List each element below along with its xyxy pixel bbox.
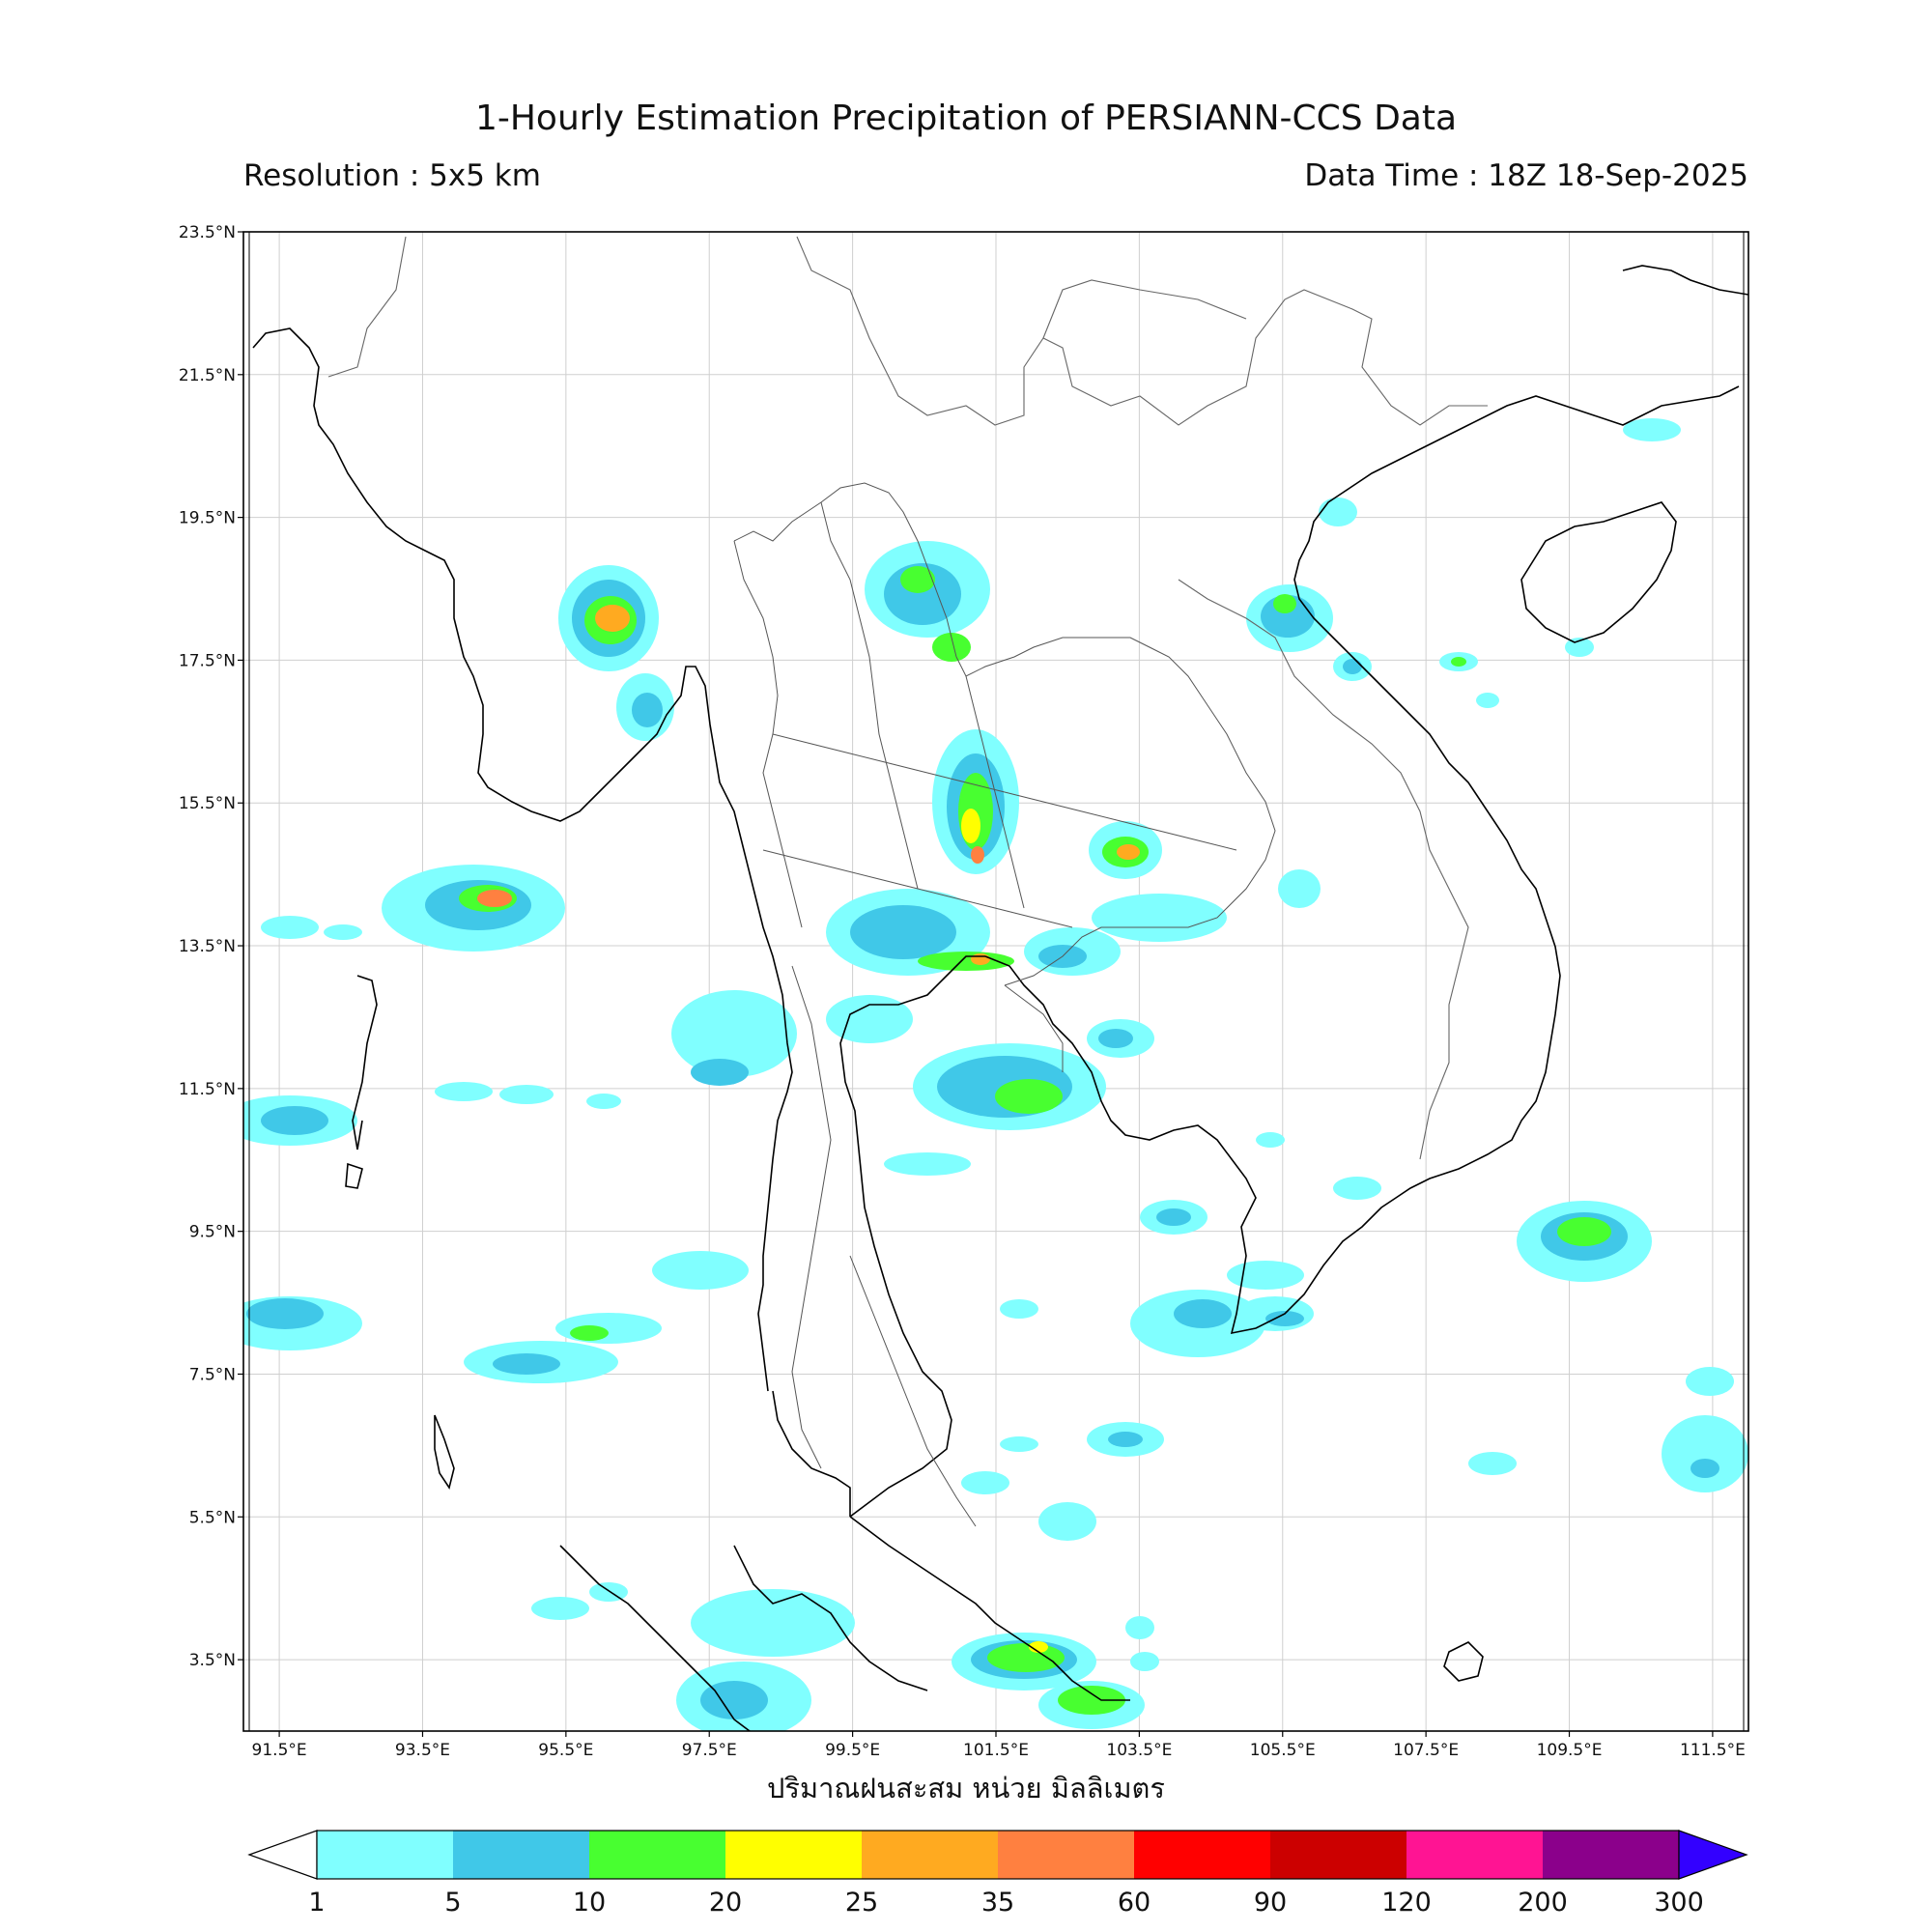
- lon-tick-label: 109.5°E: [1537, 1741, 1603, 1760]
- colorbar-level-label: 20: [709, 1888, 742, 1918]
- lat-tick-label: 15.5°N: [179, 794, 236, 813]
- lon-tick-label: 97.5°E: [682, 1741, 737, 1760]
- rain-cell-malay-peninsula: [952, 1633, 1096, 1690]
- lat-tick-label: 23.5°N: [179, 223, 236, 242]
- colorbar-cell: [725, 1831, 863, 1879]
- lon-tick-label: 101.5°E: [963, 1741, 1029, 1760]
- lat-tick-label: 13.5°N: [179, 937, 236, 956]
- rain-cell-isan: [1089, 821, 1162, 879]
- rain-cell-andaman: [671, 990, 797, 1077]
- rain-cell-sumatra: [691, 1589, 855, 1657]
- colorbar-cell: [1134, 1831, 1271, 1879]
- lon-tick-label: 111.5°E: [1680, 1741, 1746, 1760]
- colorbar-cell: [862, 1831, 999, 1879]
- rain-cell-gulf: [913, 1043, 1106, 1130]
- colorbar-cell: [453, 1831, 590, 1879]
- lon-tick-label: 95.5°E: [538, 1741, 593, 1760]
- rain-cell-scs-east: [1517, 1201, 1652, 1282]
- thailand-provinces: [733, 482, 1276, 1527]
- rain-cell-vietnam-north: [1246, 584, 1333, 652]
- colorbar-level-label: 60: [1118, 1888, 1151, 1918]
- map-title: 1-Hourly Estimation Precipitation of PER…: [474, 99, 1458, 138]
- lon-tick-label: 107.5°E: [1393, 1741, 1459, 1760]
- data-time-label: Data Time : 18Z 18-Sep-2025: [1304, 158, 1748, 193]
- coastlines: [252, 265, 1748, 1731]
- colorbar: 1 5 10 20 25 35 60 90 120 200 300: [247, 1830, 1748, 1918]
- colorbar-cell: [1270, 1831, 1407, 1879]
- lon-tick-label: 99.5°E: [825, 1741, 880, 1760]
- rain-cell-bengal-north: [558, 565, 659, 671]
- colorbar-level-label: 10: [573, 1888, 606, 1918]
- colorbar-level-label: 90: [1254, 1888, 1287, 1918]
- resolution-label: Resolution : 5x5 km: [243, 158, 541, 193]
- colorbar-level-label: 1: [308, 1888, 325, 1918]
- colorbar-lower-extend: [247, 1830, 318, 1880]
- colorbar-upper-extend: [1678, 1830, 1748, 1880]
- rain-cell-bengal-west: [382, 865, 565, 952]
- colorbar-label: ปริมาณฝนสะสม หน่วย มิลลิเมตร: [767, 1772, 1165, 1804]
- colorbar-level-label: 120: [1381, 1888, 1432, 1918]
- lat-tick-label: 11.5°N: [179, 1080, 236, 1099]
- colorbar-level-label: 5: [444, 1888, 461, 1918]
- colorbar-cell: [1543, 1831, 1680, 1879]
- colorbar-cell: [317, 1831, 454, 1879]
- rain-cell-north-thailand: [865, 541, 990, 662]
- lat-tick-label: 21.5°N: [179, 366, 236, 385]
- lat-tick-label: 9.5°N: [189, 1223, 236, 1242]
- lat-tick-label: 17.5°N: [179, 651, 236, 670]
- rain-cell-central-thailand: [932, 729, 1019, 874]
- colorbar-cell: [589, 1831, 726, 1879]
- lat-tick-label: 3.5°N: [189, 1651, 236, 1670]
- rain-cell-bangkok: [826, 889, 1014, 976]
- lon-tick-label: 91.5°E: [252, 1741, 307, 1760]
- colorbar-cell: [1406, 1831, 1544, 1879]
- colorbar-cell: [998, 1831, 1135, 1879]
- colorbar-level-label: 35: [981, 1888, 1014, 1918]
- lat-tick-label: 19.5°N: [179, 509, 236, 528]
- colorbar-level-label: 300: [1654, 1888, 1704, 1918]
- lon-tick-label: 105.5°E: [1250, 1741, 1316, 1760]
- latitude-ticks: 23.5°N 21.5°N 19.5°N 17.5°N 15.5°N 13.5°N 11.5…: [179, 223, 243, 1670]
- colorbar-level-label: 25: [845, 1888, 878, 1918]
- borders: [327, 236, 1488, 1160]
- lat-tick-label: 5.5°N: [189, 1508, 236, 1527]
- longitude-ticks: 91.5°E 93.5°E 95.5°E 97.5°E 99.5°E 101.5°E 103…: [252, 1731, 1746, 1760]
- lat-tick-label: 7.5°N: [189, 1365, 236, 1384]
- lon-tick-label: 93.5°E: [395, 1741, 450, 1760]
- colorbar-level-label: 200: [1518, 1888, 1568, 1918]
- lon-tick-label: 103.5°E: [1106, 1741, 1172, 1760]
- rainfall-layer: [243, 418, 1748, 1731]
